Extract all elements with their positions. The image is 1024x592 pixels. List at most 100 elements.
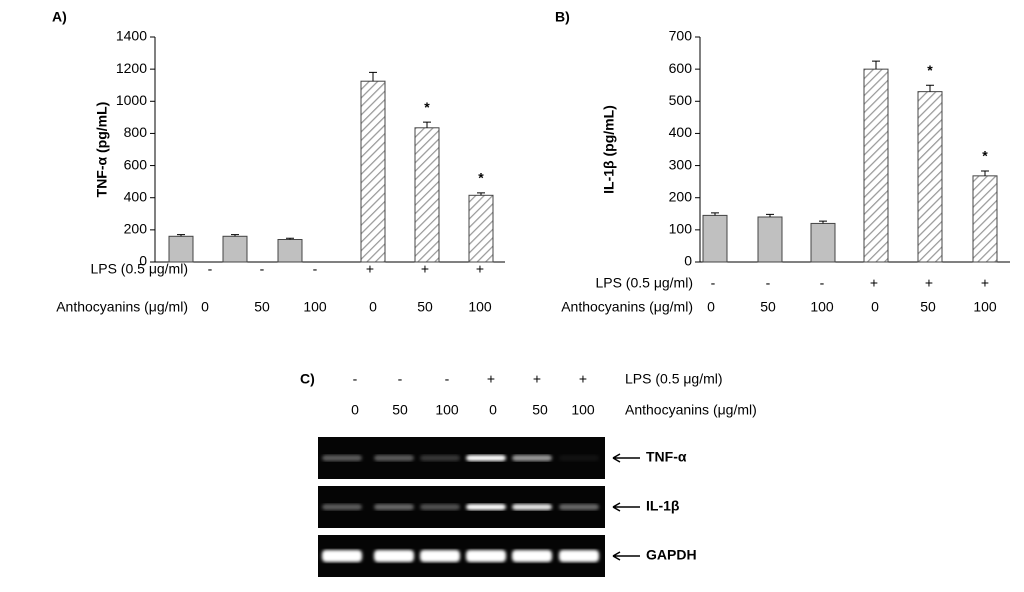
- y-tick-label: 1400: [116, 28, 147, 44]
- band: [559, 455, 599, 461]
- condition-label: LPS (0.5 μg/ml): [90, 261, 188, 277]
- y-tick-label: 100: [669, 221, 693, 237]
- condition-value: 100: [303, 299, 327, 315]
- condition-value: 0: [369, 299, 377, 315]
- condition-value: 0: [489, 402, 497, 418]
- y-tick-label: 200: [124, 221, 148, 237]
- band: [322, 550, 362, 562]
- condition-value: +: [925, 275, 933, 291]
- y-tick-label: 400: [669, 124, 693, 140]
- condition-value: 100: [973, 299, 997, 315]
- y-tick-label: 400: [124, 188, 148, 204]
- y-tick-label: 300: [669, 156, 693, 172]
- bar: [360, 80, 386, 263]
- error-bar: [231, 234, 239, 237]
- condition-value: -: [820, 275, 825, 291]
- arrow: [612, 453, 640, 463]
- error-bar: [872, 60, 880, 70]
- significance-marker: *: [982, 148, 988, 164]
- error-bar: [711, 212, 719, 216]
- band: [420, 504, 460, 510]
- band-label: IL-1β: [646, 498, 680, 514]
- band-label: GAPDH: [646, 547, 697, 563]
- band: [559, 550, 599, 562]
- y-axis-title: TNF-α (pg/mL): [94, 102, 110, 198]
- bar: [863, 68, 889, 263]
- band: [420, 455, 460, 461]
- bar: [972, 175, 998, 263]
- band: [374, 504, 414, 510]
- panel-label: B): [555, 9, 570, 25]
- band: [322, 455, 362, 461]
- significance-marker: *: [478, 170, 484, 186]
- error-bar: [926, 84, 934, 92]
- bar: [222, 235, 248, 263]
- condition-value: 50: [254, 299, 270, 315]
- band: [420, 550, 460, 562]
- y-tick-label: 500: [669, 92, 693, 108]
- band: [559, 504, 599, 510]
- band: [374, 455, 414, 461]
- band: [466, 455, 506, 461]
- condition-value: +: [366, 261, 374, 277]
- condition-value: 50: [392, 402, 408, 418]
- condition-value: +: [579, 371, 587, 387]
- band: [374, 550, 414, 562]
- condition-value: 50: [417, 299, 433, 315]
- band: [512, 504, 552, 510]
- condition-label: Anthocyanins (μg/ml): [56, 299, 188, 315]
- condition-value: 100: [435, 402, 459, 418]
- condition-label: LPS (0.5 μg/ml): [625, 371, 723, 387]
- panel-label: C): [300, 371, 315, 387]
- condition-value: 0: [871, 299, 879, 315]
- bar: [468, 194, 494, 263]
- y-tick-label: 0: [684, 253, 692, 269]
- condition-value: +: [533, 371, 541, 387]
- y-tick-label: 0: [139, 253, 147, 269]
- condition-value: 0: [707, 299, 715, 315]
- bar: [810, 222, 836, 263]
- error-bar: [819, 220, 827, 224]
- condition-value: 100: [468, 299, 492, 315]
- condition-value: 100: [571, 402, 595, 418]
- y-tick-label: 600: [669, 60, 693, 76]
- bar: [277, 239, 303, 263]
- error-bar: [477, 192, 485, 196]
- arrow: [612, 551, 640, 561]
- significance-marker: *: [424, 99, 430, 115]
- y-tick-label: 600: [124, 156, 148, 172]
- error-bar: [177, 234, 185, 237]
- bar: [917, 91, 943, 263]
- condition-value: -: [445, 371, 450, 387]
- condition-label: Anthocyanins (μg/ml): [625, 402, 757, 418]
- y-tick-label: 200: [669, 188, 693, 204]
- gel-lane-strip: [318, 535, 605, 577]
- band: [512, 455, 552, 461]
- condition-value: +: [981, 275, 989, 291]
- y-tick-label: 700: [669, 28, 693, 44]
- bar: [414, 127, 440, 263]
- band: [466, 550, 506, 562]
- panel-label: A): [52, 9, 67, 25]
- condition-value: -: [711, 275, 716, 291]
- y-tick-label: 1200: [116, 60, 147, 76]
- condition-value: 0: [201, 299, 209, 315]
- condition-value: -: [313, 261, 318, 277]
- y-tick-label: 1000: [116, 92, 147, 108]
- gel-lane-strip: [318, 437, 605, 479]
- condition-value: -: [353, 371, 358, 387]
- error-bar: [369, 71, 377, 82]
- error-bar: [423, 121, 431, 128]
- condition-value: 50: [760, 299, 776, 315]
- condition-value: -: [260, 261, 265, 277]
- band-label: TNF-α: [646, 449, 687, 465]
- y-tick-label: 800: [124, 124, 148, 140]
- condition-value: +: [487, 371, 495, 387]
- y-axis-title: IL-1β (pg/mL): [601, 105, 617, 194]
- condition-value: -: [766, 275, 771, 291]
- bar: [702, 214, 728, 263]
- condition-value: 0: [351, 402, 359, 418]
- condition-value: +: [421, 261, 429, 277]
- condition-label: Anthocyanins (μg/ml): [561, 299, 693, 315]
